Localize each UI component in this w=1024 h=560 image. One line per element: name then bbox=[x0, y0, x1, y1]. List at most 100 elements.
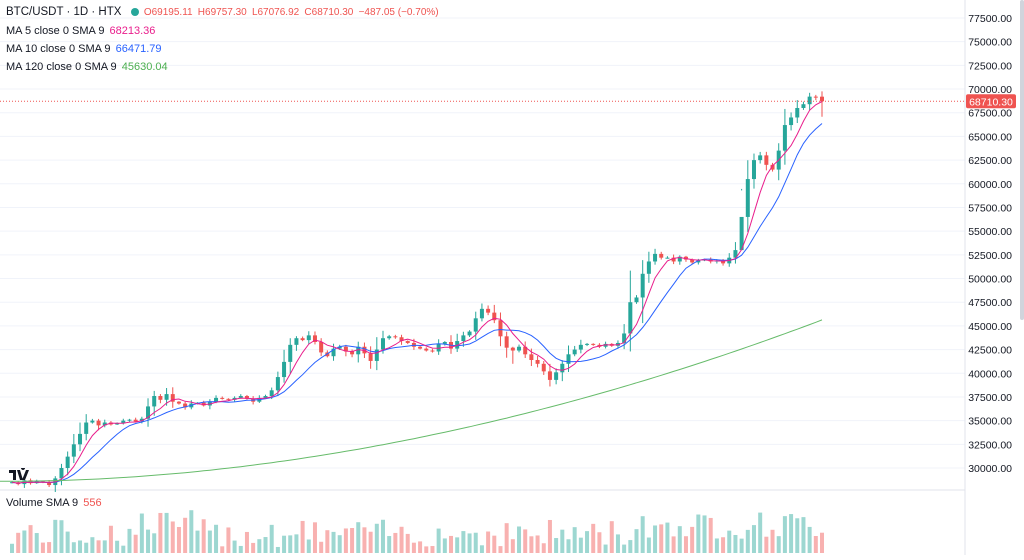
candle-body bbox=[566, 354, 571, 364]
candle-body bbox=[424, 348, 429, 351]
ma120-legend[interactable]: MA 120 close 0 SMA 9 45630.04 bbox=[6, 61, 170, 73]
volume-bar bbox=[727, 530, 732, 553]
candle-body bbox=[312, 335, 317, 342]
candle-body bbox=[510, 347, 515, 351]
volume-bar bbox=[683, 536, 688, 553]
candle-body bbox=[634, 297, 639, 303]
volume-bar bbox=[28, 525, 33, 553]
candle-body bbox=[220, 397, 225, 399]
volume-bar bbox=[257, 539, 262, 553]
candle-body bbox=[127, 419, 132, 421]
volume-legend[interactable]: Volume SMA 9 556 bbox=[6, 497, 104, 509]
ma120-value: 45630.04 bbox=[121, 61, 168, 73]
candle-body bbox=[560, 363, 565, 373]
volume-bar bbox=[479, 545, 484, 553]
ma10-label: MA 10 close 0 SMA 9 bbox=[6, 43, 111, 55]
volume-bar bbox=[597, 532, 602, 553]
volume-bar bbox=[158, 512, 163, 553]
candle-body bbox=[337, 346, 342, 349]
ma5-value: 68213.36 bbox=[109, 25, 156, 37]
volume-bar bbox=[288, 535, 293, 553]
volume-bar bbox=[121, 545, 126, 553]
candle-body bbox=[59, 468, 64, 479]
ma10-legend[interactable]: MA 10 close 0 SMA 9 66471.79 bbox=[6, 43, 164, 55]
volume-bar bbox=[622, 544, 627, 553]
volume-bar bbox=[53, 519, 58, 553]
volume-bar bbox=[467, 533, 472, 553]
volume-bar bbox=[139, 513, 144, 553]
volume-bar bbox=[436, 528, 441, 553]
price-tick-label: 55000.00 bbox=[968, 226, 1012, 238]
candle-body bbox=[71, 444, 76, 457]
candle-body bbox=[263, 396, 268, 398]
candle-body bbox=[479, 308, 484, 319]
candle-body bbox=[102, 422, 107, 426]
volume-bar bbox=[615, 534, 620, 553]
ma10-line bbox=[11, 123, 823, 484]
volume-bar bbox=[473, 532, 478, 553]
volume-bar bbox=[418, 541, 423, 553]
candle-body bbox=[789, 117, 794, 126]
candle-body bbox=[665, 257, 670, 259]
volume-bar bbox=[319, 541, 324, 553]
volume-bar bbox=[671, 536, 676, 553]
candle-body bbox=[47, 482, 52, 486]
candle-body bbox=[418, 346, 423, 349]
volume-bar bbox=[350, 528, 355, 553]
volume-bar bbox=[269, 524, 274, 553]
ma5-legend[interactable]: MA 5 close 0 SMA 9 68213.36 bbox=[6, 25, 157, 37]
price-tick-label: 70000.00 bbox=[968, 84, 1012, 96]
volume-bar bbox=[430, 546, 435, 553]
volume-bar bbox=[492, 535, 497, 553]
candle-body bbox=[758, 155, 763, 161]
volume-bar bbox=[325, 530, 330, 553]
volume-bar bbox=[628, 540, 633, 553]
volume-bar bbox=[733, 534, 738, 553]
candle-body bbox=[547, 371, 552, 380]
candle-body bbox=[350, 351, 355, 355]
volume-bar bbox=[517, 526, 522, 553]
candle-body bbox=[764, 155, 769, 165]
volume-bar bbox=[795, 518, 800, 553]
candle-body bbox=[696, 260, 701, 263]
candle-body bbox=[269, 390, 274, 396]
candle-body bbox=[659, 253, 664, 258]
volume-bar bbox=[646, 537, 651, 553]
ma5-line bbox=[11, 101, 823, 484]
price-tick-label: 62500.00 bbox=[968, 155, 1012, 167]
volume-bar bbox=[603, 544, 608, 553]
candle-body bbox=[535, 360, 540, 364]
price-tick-label: 32500.00 bbox=[968, 439, 1012, 451]
candle-body bbox=[214, 397, 219, 402]
candle-body bbox=[115, 423, 120, 425]
candle-body bbox=[646, 261, 651, 274]
price-tick-label: 67500.00 bbox=[968, 108, 1012, 120]
price-scale-scrollbar[interactable] bbox=[1020, 0, 1024, 320]
tradingview-logo-icon[interactable] bbox=[8, 466, 30, 482]
candle-body bbox=[121, 420, 126, 424]
candle-body bbox=[745, 179, 750, 217]
candle-body bbox=[554, 372, 559, 380]
volume-bar bbox=[609, 521, 614, 553]
volume-bar bbox=[442, 538, 447, 553]
candle-body bbox=[585, 343, 590, 345]
ohlc-close: C68710.30 bbox=[304, 7, 354, 18]
candle-body bbox=[591, 343, 596, 345]
market-status-icon bbox=[130, 7, 139, 16]
candle-body bbox=[733, 250, 738, 258]
volume-bar bbox=[90, 537, 95, 553]
symbol-legend[interactable]: BTC/USDT · 1D · HTX O69195.11 H69757.30 … bbox=[6, 6, 441, 18]
candle-body bbox=[207, 401, 212, 406]
price-tick-label: 77500.00 bbox=[968, 13, 1012, 25]
volume-bar bbox=[170, 521, 175, 553]
candle-body bbox=[541, 363, 546, 372]
candle-body bbox=[801, 104, 806, 108]
volume-bar bbox=[189, 510, 194, 553]
symbol-label[interactable]: BTC/USDT · 1D · HTX bbox=[6, 6, 122, 18]
candle-body bbox=[393, 336, 398, 338]
volume-bar bbox=[34, 533, 39, 553]
volume-bar bbox=[677, 526, 682, 553]
candle-body bbox=[640, 273, 645, 298]
